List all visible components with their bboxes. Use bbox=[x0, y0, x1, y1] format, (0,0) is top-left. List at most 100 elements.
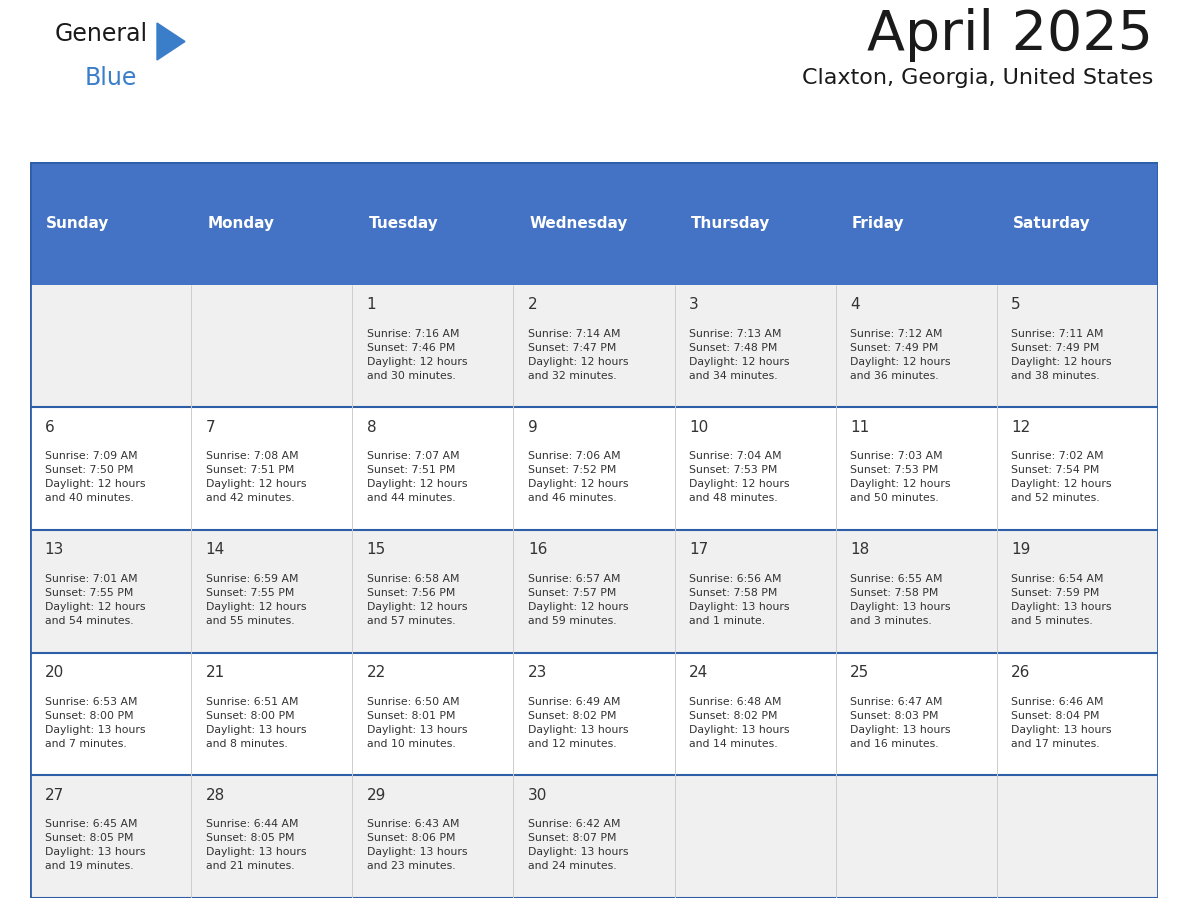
Text: 26: 26 bbox=[1011, 665, 1031, 680]
Text: Sunrise: 6:49 AM
Sunset: 8:02 PM
Daylight: 13 hours
and 12 minutes.: Sunrise: 6:49 AM Sunset: 8:02 PM Dayligh… bbox=[527, 697, 628, 749]
Bar bbox=[675, 162, 835, 285]
Text: April 2025: April 2025 bbox=[867, 8, 1154, 62]
Bar bbox=[675, 776, 835, 898]
Text: 22: 22 bbox=[367, 665, 386, 680]
Polygon shape bbox=[157, 23, 185, 60]
Text: Sunrise: 7:16 AM
Sunset: 7:46 PM
Daylight: 12 hours
and 30 minutes.: Sunrise: 7:16 AM Sunset: 7:46 PM Dayligh… bbox=[367, 329, 467, 381]
Text: Sunrise: 6:55 AM
Sunset: 7:58 PM
Daylight: 13 hours
and 3 minutes.: Sunrise: 6:55 AM Sunset: 7:58 PM Dayligh… bbox=[851, 574, 950, 626]
Text: 17: 17 bbox=[689, 543, 708, 557]
Text: Claxton, Georgia, United States: Claxton, Georgia, United States bbox=[802, 68, 1154, 88]
Text: 8: 8 bbox=[367, 420, 377, 434]
Bar bbox=[997, 530, 1158, 653]
Bar bbox=[513, 408, 675, 530]
Text: Saturday: Saturday bbox=[1013, 216, 1091, 230]
Text: Sunrise: 7:06 AM
Sunset: 7:52 PM
Daylight: 12 hours
and 46 minutes.: Sunrise: 7:06 AM Sunset: 7:52 PM Dayligh… bbox=[527, 452, 628, 503]
Text: Sunrise: 7:03 AM
Sunset: 7:53 PM
Daylight: 12 hours
and 50 minutes.: Sunrise: 7:03 AM Sunset: 7:53 PM Dayligh… bbox=[851, 452, 950, 503]
Text: Sunrise: 6:42 AM
Sunset: 8:07 PM
Daylight: 13 hours
and 24 minutes.: Sunrise: 6:42 AM Sunset: 8:07 PM Dayligh… bbox=[527, 820, 628, 871]
Text: Sunrise: 7:13 AM
Sunset: 7:48 PM
Daylight: 12 hours
and 34 minutes.: Sunrise: 7:13 AM Sunset: 7:48 PM Dayligh… bbox=[689, 329, 790, 381]
Text: Sunrise: 6:51 AM
Sunset: 8:00 PM
Daylight: 13 hours
and 8 minutes.: Sunrise: 6:51 AM Sunset: 8:00 PM Dayligh… bbox=[206, 697, 307, 749]
Bar bbox=[353, 653, 513, 776]
Bar bbox=[997, 653, 1158, 776]
Bar bbox=[30, 776, 191, 898]
Text: Sunrise: 6:56 AM
Sunset: 7:58 PM
Daylight: 13 hours
and 1 minute.: Sunrise: 6:56 AM Sunset: 7:58 PM Dayligh… bbox=[689, 574, 790, 626]
Bar bbox=[353, 162, 513, 285]
Text: Sunrise: 7:08 AM
Sunset: 7:51 PM
Daylight: 12 hours
and 42 minutes.: Sunrise: 7:08 AM Sunset: 7:51 PM Dayligh… bbox=[206, 452, 307, 503]
Bar bbox=[675, 408, 835, 530]
Text: 24: 24 bbox=[689, 665, 708, 680]
Text: 11: 11 bbox=[851, 420, 870, 434]
Text: Sunrise: 7:04 AM
Sunset: 7:53 PM
Daylight: 12 hours
and 48 minutes.: Sunrise: 7:04 AM Sunset: 7:53 PM Dayligh… bbox=[689, 452, 790, 503]
Text: 4: 4 bbox=[851, 297, 860, 312]
Bar bbox=[835, 285, 997, 408]
Text: 30: 30 bbox=[527, 788, 548, 802]
Bar bbox=[997, 776, 1158, 898]
Text: 29: 29 bbox=[367, 788, 386, 802]
Text: Sunrise: 6:48 AM
Sunset: 8:02 PM
Daylight: 13 hours
and 14 minutes.: Sunrise: 6:48 AM Sunset: 8:02 PM Dayligh… bbox=[689, 697, 790, 749]
Bar bbox=[30, 408, 191, 530]
Text: Sunrise: 7:02 AM
Sunset: 7:54 PM
Daylight: 12 hours
and 52 minutes.: Sunrise: 7:02 AM Sunset: 7:54 PM Dayligh… bbox=[1011, 452, 1112, 503]
Bar bbox=[513, 530, 675, 653]
Text: General: General bbox=[55, 22, 148, 46]
Text: Sunrise: 7:11 AM
Sunset: 7:49 PM
Daylight: 12 hours
and 38 minutes.: Sunrise: 7:11 AM Sunset: 7:49 PM Dayligh… bbox=[1011, 329, 1112, 381]
Text: Sunrise: 7:07 AM
Sunset: 7:51 PM
Daylight: 12 hours
and 44 minutes.: Sunrise: 7:07 AM Sunset: 7:51 PM Dayligh… bbox=[367, 452, 467, 503]
Bar bbox=[513, 776, 675, 898]
Bar bbox=[30, 653, 191, 776]
Text: 15: 15 bbox=[367, 543, 386, 557]
Bar bbox=[191, 162, 353, 285]
Bar bbox=[353, 408, 513, 530]
Text: 23: 23 bbox=[527, 665, 548, 680]
Text: Thursday: Thursday bbox=[690, 216, 770, 230]
Bar bbox=[997, 408, 1158, 530]
Text: 3: 3 bbox=[689, 297, 699, 312]
Text: Sunrise: 7:12 AM
Sunset: 7:49 PM
Daylight: 12 hours
and 36 minutes.: Sunrise: 7:12 AM Sunset: 7:49 PM Dayligh… bbox=[851, 329, 950, 381]
Text: 25: 25 bbox=[851, 665, 870, 680]
Text: 14: 14 bbox=[206, 543, 225, 557]
Bar bbox=[835, 776, 997, 898]
Text: 28: 28 bbox=[206, 788, 225, 802]
Text: Sunrise: 6:44 AM
Sunset: 8:05 PM
Daylight: 13 hours
and 21 minutes.: Sunrise: 6:44 AM Sunset: 8:05 PM Dayligh… bbox=[206, 820, 307, 871]
Bar bbox=[835, 408, 997, 530]
Bar bbox=[835, 530, 997, 653]
Text: Sunrise: 6:53 AM
Sunset: 8:00 PM
Daylight: 13 hours
and 7 minutes.: Sunrise: 6:53 AM Sunset: 8:00 PM Dayligh… bbox=[44, 697, 145, 749]
Bar bbox=[30, 162, 191, 285]
Text: 12: 12 bbox=[1011, 420, 1031, 434]
Text: Sunrise: 7:09 AM
Sunset: 7:50 PM
Daylight: 12 hours
and 40 minutes.: Sunrise: 7:09 AM Sunset: 7:50 PM Dayligh… bbox=[44, 452, 145, 503]
Text: 21: 21 bbox=[206, 665, 225, 680]
Bar bbox=[191, 285, 353, 408]
Text: Sunrise: 6:45 AM
Sunset: 8:05 PM
Daylight: 13 hours
and 19 minutes.: Sunrise: 6:45 AM Sunset: 8:05 PM Dayligh… bbox=[44, 820, 145, 871]
Text: 18: 18 bbox=[851, 543, 870, 557]
Bar bbox=[675, 653, 835, 776]
Bar bbox=[997, 162, 1158, 285]
Text: 6: 6 bbox=[44, 420, 55, 434]
Text: 10: 10 bbox=[689, 420, 708, 434]
Text: Sunrise: 7:14 AM
Sunset: 7:47 PM
Daylight: 12 hours
and 32 minutes.: Sunrise: 7:14 AM Sunset: 7:47 PM Dayligh… bbox=[527, 329, 628, 381]
Text: Wednesday: Wednesday bbox=[530, 216, 628, 230]
Text: Tuesday: Tuesday bbox=[368, 216, 438, 230]
Bar bbox=[353, 530, 513, 653]
Text: 1: 1 bbox=[367, 297, 377, 312]
Bar bbox=[353, 285, 513, 408]
Bar bbox=[353, 776, 513, 898]
Text: Monday: Monday bbox=[207, 216, 274, 230]
Bar bbox=[191, 653, 353, 776]
Bar bbox=[513, 653, 675, 776]
Bar bbox=[30, 285, 191, 408]
Text: Sunrise: 6:57 AM
Sunset: 7:57 PM
Daylight: 12 hours
and 59 minutes.: Sunrise: 6:57 AM Sunset: 7:57 PM Dayligh… bbox=[527, 574, 628, 626]
Bar bbox=[997, 285, 1158, 408]
Bar bbox=[513, 285, 675, 408]
Text: Sunrise: 6:47 AM
Sunset: 8:03 PM
Daylight: 13 hours
and 16 minutes.: Sunrise: 6:47 AM Sunset: 8:03 PM Dayligh… bbox=[851, 697, 950, 749]
Text: 13: 13 bbox=[44, 543, 64, 557]
Text: 16: 16 bbox=[527, 543, 548, 557]
Text: 9: 9 bbox=[527, 420, 538, 434]
Text: Sunrise: 7:01 AM
Sunset: 7:55 PM
Daylight: 12 hours
and 54 minutes.: Sunrise: 7:01 AM Sunset: 7:55 PM Dayligh… bbox=[44, 574, 145, 626]
Text: Blue: Blue bbox=[86, 66, 138, 90]
Text: 27: 27 bbox=[44, 788, 64, 802]
Bar bbox=[191, 530, 353, 653]
Text: Sunrise: 6:43 AM
Sunset: 8:06 PM
Daylight: 13 hours
and 23 minutes.: Sunrise: 6:43 AM Sunset: 8:06 PM Dayligh… bbox=[367, 820, 467, 871]
Bar bbox=[191, 408, 353, 530]
Bar bbox=[675, 530, 835, 653]
Bar bbox=[835, 162, 997, 285]
Text: Sunrise: 6:58 AM
Sunset: 7:56 PM
Daylight: 12 hours
and 57 minutes.: Sunrise: 6:58 AM Sunset: 7:56 PM Dayligh… bbox=[367, 574, 467, 626]
Bar bbox=[191, 776, 353, 898]
Text: Sunrise: 6:50 AM
Sunset: 8:01 PM
Daylight: 13 hours
and 10 minutes.: Sunrise: 6:50 AM Sunset: 8:01 PM Dayligh… bbox=[367, 697, 467, 749]
